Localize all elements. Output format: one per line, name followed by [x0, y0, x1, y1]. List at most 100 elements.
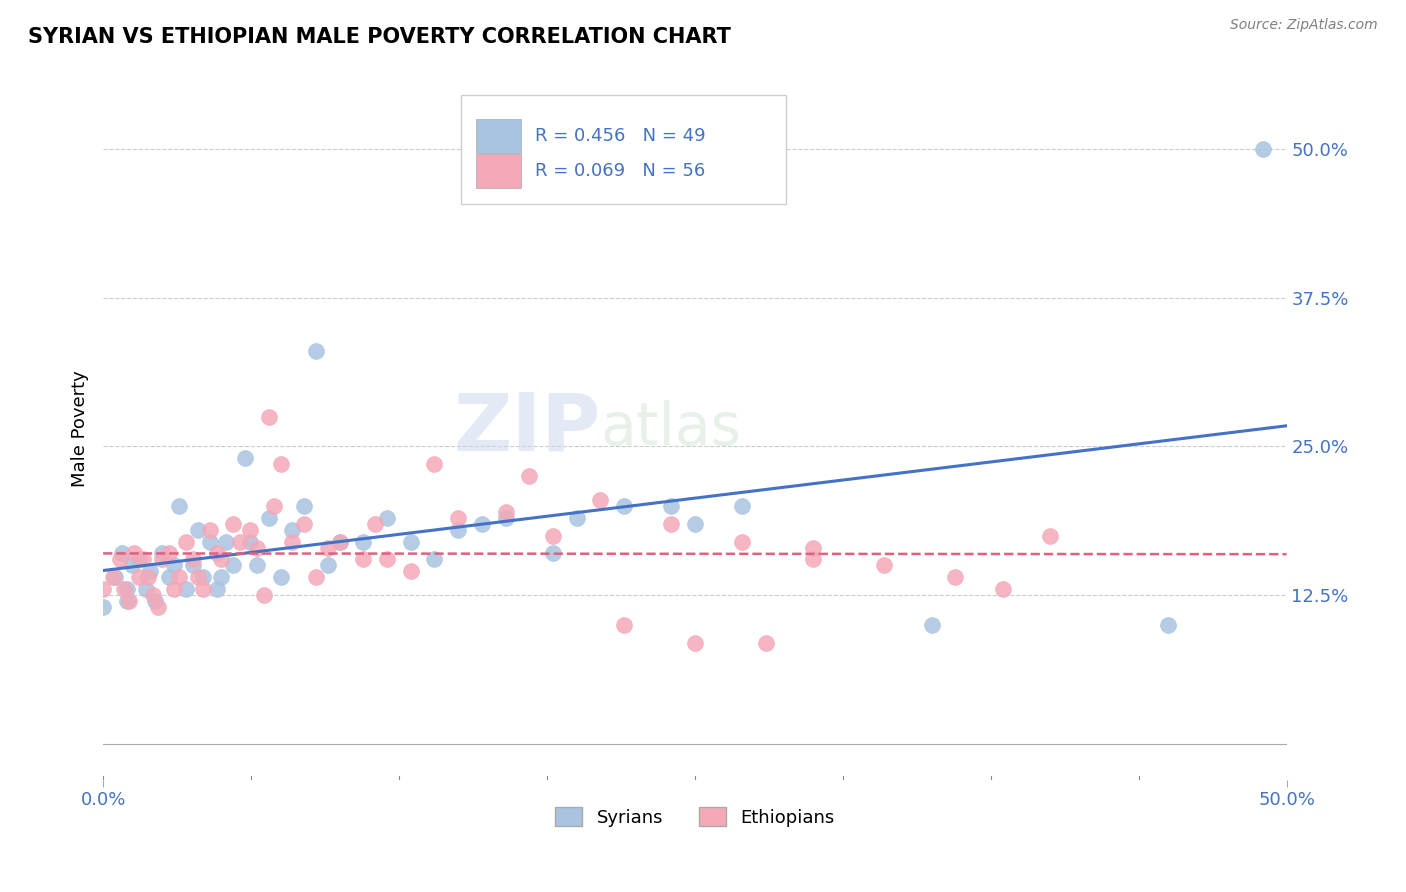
- Point: [270, 570, 292, 584]
- Text: atlas: atlas: [600, 400, 741, 457]
- Legend: Syrians, Ethiopians: Syrians, Ethiopians: [548, 800, 842, 834]
- Point: [263, 499, 285, 513]
- Point: [167, 499, 190, 513]
- Point: [329, 534, 352, 549]
- Point: [150, 547, 173, 561]
- Point: [281, 534, 304, 549]
- Point: [991, 582, 1014, 597]
- Point: [517, 469, 540, 483]
- Point: [191, 582, 214, 597]
- Point: [108, 552, 131, 566]
- Point: [353, 552, 375, 566]
- Point: [281, 523, 304, 537]
- Point: [257, 510, 280, 524]
- Point: [91, 582, 114, 597]
- Point: [143, 594, 166, 608]
- Point: [205, 547, 228, 561]
- Point: [683, 636, 706, 650]
- Point: [229, 534, 252, 549]
- Point: [136, 570, 159, 584]
- Point: [589, 492, 612, 507]
- Text: SYRIAN VS ETHIOPIAN MALE POVERTY CORRELATION CHART: SYRIAN VS ETHIOPIAN MALE POVERTY CORRELA…: [28, 27, 731, 46]
- Point: [353, 534, 375, 549]
- Point: [495, 505, 517, 519]
- Point: [731, 499, 754, 513]
- Point: [115, 594, 138, 608]
- Point: [118, 594, 141, 608]
- Point: [115, 582, 138, 597]
- Point: [157, 570, 180, 584]
- Text: Source: ZipAtlas.com: Source: ZipAtlas.com: [1230, 18, 1378, 32]
- Point: [292, 516, 315, 531]
- Point: [128, 570, 150, 584]
- Point: [239, 534, 262, 549]
- Point: [222, 558, 245, 573]
- Point: [191, 570, 214, 584]
- Point: [375, 510, 398, 524]
- Point: [305, 570, 328, 584]
- Point: [541, 528, 564, 542]
- Point: [163, 582, 186, 597]
- Point: [1039, 528, 1062, 542]
- Point: [111, 547, 134, 561]
- Point: [211, 570, 233, 584]
- Point: [292, 499, 315, 513]
- Point: [447, 510, 470, 524]
- Point: [233, 451, 256, 466]
- Point: [659, 499, 682, 513]
- Point: [135, 582, 157, 597]
- Point: [114, 582, 136, 597]
- Point: [239, 523, 262, 537]
- Point: [222, 516, 245, 531]
- Point: [613, 499, 636, 513]
- Point: [128, 552, 150, 566]
- Point: [399, 565, 422, 579]
- Point: [181, 558, 204, 573]
- Y-axis label: Male Poverty: Male Poverty: [72, 370, 89, 487]
- Text: R = 0.456   N = 49: R = 0.456 N = 49: [536, 127, 706, 145]
- Point: [399, 534, 422, 549]
- Point: [163, 558, 186, 573]
- Point: [198, 534, 221, 549]
- Point: [157, 547, 180, 561]
- Point: [91, 600, 114, 615]
- Point: [101, 570, 124, 584]
- Point: [167, 570, 190, 584]
- Point: [187, 570, 209, 584]
- Point: [187, 523, 209, 537]
- Point: [104, 570, 127, 584]
- Point: [211, 552, 233, 566]
- Point: [146, 600, 169, 615]
- Point: [198, 523, 221, 537]
- Point: [246, 541, 269, 555]
- Point: [659, 516, 682, 531]
- Point: [139, 565, 162, 579]
- Point: [423, 552, 446, 566]
- Point: [375, 552, 398, 566]
- Point: [253, 588, 276, 602]
- FancyBboxPatch shape: [461, 95, 786, 204]
- Point: [329, 534, 352, 549]
- Point: [142, 588, 165, 602]
- Point: [801, 541, 824, 555]
- Point: [801, 552, 824, 566]
- Point: [1251, 142, 1274, 156]
- Point: [215, 534, 238, 549]
- Point: [150, 552, 173, 566]
- Point: [921, 618, 943, 632]
- Point: [205, 582, 228, 597]
- Point: [174, 534, 197, 549]
- Point: [565, 510, 588, 524]
- FancyBboxPatch shape: [475, 119, 520, 153]
- FancyBboxPatch shape: [475, 154, 520, 187]
- Point: [270, 457, 292, 471]
- Text: ZIP: ZIP: [453, 390, 600, 467]
- Point: [316, 558, 339, 573]
- Point: [181, 552, 204, 566]
- Point: [447, 523, 470, 537]
- Point: [122, 547, 145, 561]
- Point: [471, 516, 494, 531]
- Text: R = 0.069   N = 56: R = 0.069 N = 56: [536, 161, 706, 180]
- Point: [246, 558, 269, 573]
- Point: [423, 457, 446, 471]
